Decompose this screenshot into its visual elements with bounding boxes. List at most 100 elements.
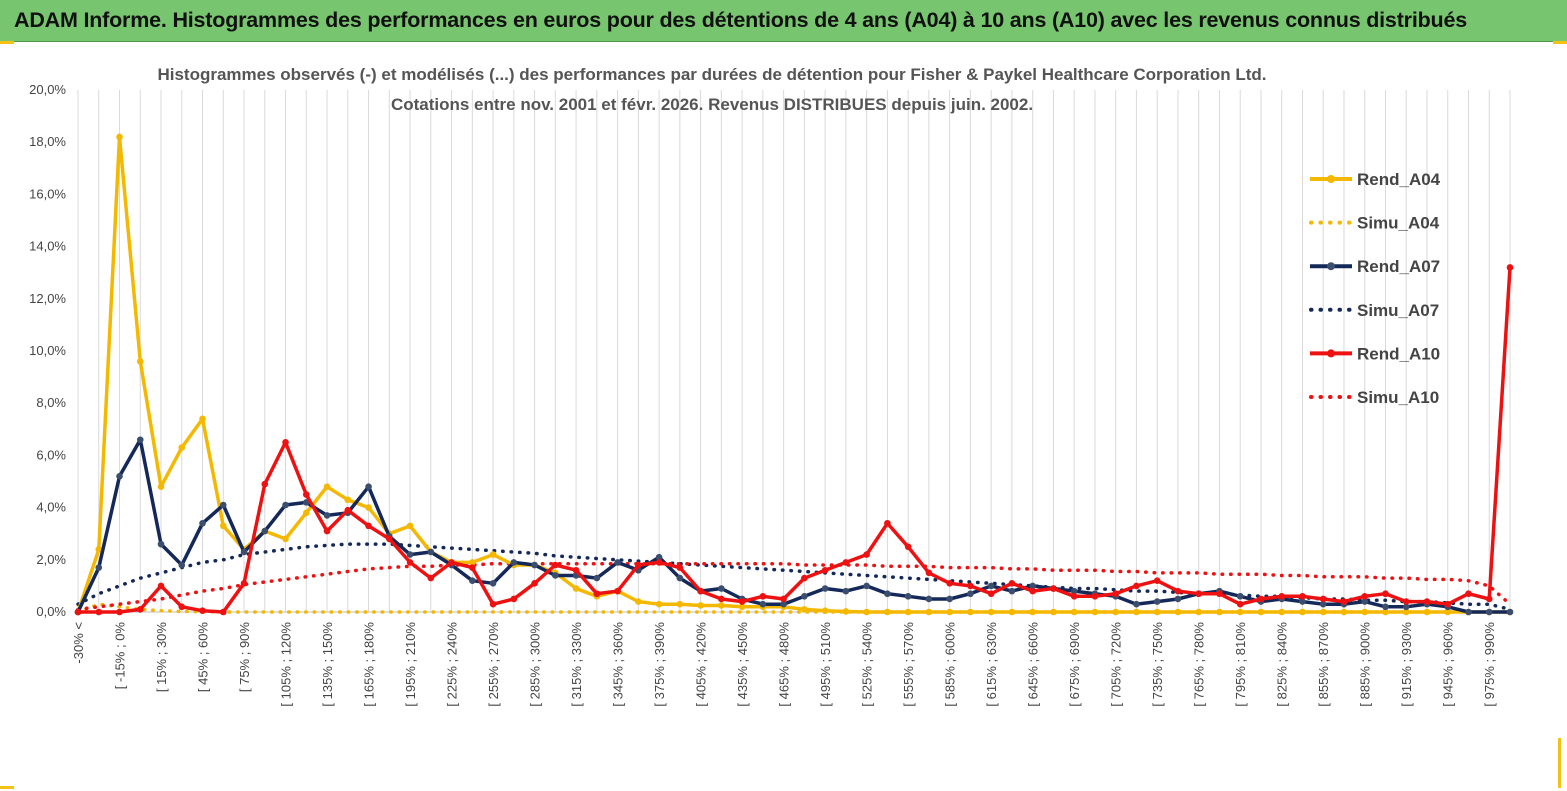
point-rend-a10 [1112,590,1119,598]
point-rend-a04 [572,585,580,592]
point-rend-a10 [1485,595,1493,603]
point-rend-a10 [1029,587,1036,595]
legend-label-rend-a10: Rend_A10 [1357,344,1440,363]
banner-title: ADAM Informe. Histogrammes des performan… [14,8,1467,32]
x-tick-label: [ 735% ; 750% [1150,622,1165,707]
point-rend-a04 [718,602,725,609]
point-rend-a07 [1382,603,1389,611]
x-tick-label: -30% < [71,622,86,664]
series-rend-a10 [74,264,1514,616]
point-rend-a10 [904,543,912,551]
point-rend-a10 [801,574,808,582]
point-rend-a10 [531,579,538,587]
point-rend-a10 [863,551,870,558]
x-tick-label: [ 345% ; 360% [611,622,626,707]
point-rend-a04 [1319,608,1327,616]
point-rend-a04 [904,608,912,616]
point-rend-a04 [987,608,995,616]
legend: Rend_A04 Simu_A04 Rend_A07 Simu_A07 Rend_A10… [1309,170,1441,407]
series-simu-a10 [76,561,1512,612]
point-rend-a07 [884,590,891,598]
point-rend-a10 [365,522,372,530]
point-rend-a04 [178,444,186,451]
point-rend-a10 [718,595,725,603]
x-tick-label: [ 405% ; 420% [694,622,709,707]
point-rend-a04 [1340,608,1348,616]
corner-accent-bl [0,786,14,789]
x-tick-label: [ 105% ; 120% [279,622,294,707]
point-rend-a10 [1236,600,1244,608]
point-rend-a10 [842,559,850,566]
x-tick-label: [ 15% ; 30% [154,622,169,693]
y-tick-label: 20,0% [29,82,66,97]
point-rend-a04 [1008,608,1016,616]
point-rend-a04 [344,496,352,504]
x-tick-label: [ 375% ; 390% [652,622,667,707]
point-rend-a10 [697,587,704,595]
corner-accent-br [1558,738,1561,788]
x-tick-label: [ 855% ; 870% [1316,622,1331,707]
x-tick-label: [ 975% ; 990% [1482,622,1497,707]
y-tick-label: 18,0% [29,134,66,149]
point-rend-a10 [655,559,663,566]
x-tick-label: [ 135% ; 150% [320,622,335,707]
y-tick-label: 6,0% [36,447,66,462]
y-tick-label: 14,0% [29,239,66,254]
x-tick-label: [ -15% ; 0% [113,622,128,690]
point-rend-a04 [1278,608,1286,616]
point-rend-a10 [821,566,829,574]
point-rend-a07 [406,551,414,558]
point-rend-a10 [1278,593,1286,600]
point-rend-a04 [1029,608,1036,616]
point-rend-a07 [531,561,538,569]
point-rend-a10 [1216,590,1223,598]
point-rend-a10 [323,527,331,535]
point-rend-a07 [718,585,725,592]
point-rend-a07 [510,559,518,566]
legend-marker-rend-a07 [1327,262,1335,271]
point-rend-a07 [842,587,850,595]
point-rend-a07 [593,574,601,582]
point-rend-a10 [738,598,746,605]
point-rend-a10 [1340,598,1348,605]
point-rend-a04 [925,608,933,616]
x-tick-label: [ 195% ; 210% [403,622,418,707]
x-tick-label: [ 255% ; 270% [486,622,501,707]
x-tick-label: [ 465% ; 480% [777,622,792,707]
point-rend-a10 [406,559,414,566]
point-rend-a04 [863,608,870,616]
x-tick-label: [ 885% ; 900% [1358,622,1373,707]
point-rend-a07 [1008,587,1016,595]
y-tick-label: 4,0% [36,500,66,515]
series-layer [74,133,1514,616]
series-line-simu-a10 [76,561,1512,612]
point-rend-a04 [1070,608,1078,616]
point-rend-a04 [1133,608,1140,616]
point-rend-a10 [95,608,103,616]
point-rend-a07 [219,501,227,509]
point-rend-a04 [1050,608,1057,616]
x-tick-label: [ 705% ; 720% [1109,622,1124,707]
point-rend-a04 [157,483,165,491]
point-rend-a07 [282,501,289,509]
point-rend-a10 [967,582,974,590]
point-rend-a04 [1361,608,1369,616]
point-rend-a10 [1091,593,1099,600]
y-tick-label: 16,0% [29,186,66,201]
point-rend-a10 [510,595,518,603]
point-rend-a10 [282,439,289,446]
y-tick-label: 8,0% [36,395,66,410]
series-line-rend-a04 [76,135,1510,614]
point-rend-a04 [676,600,684,608]
point-rend-a07 [1153,598,1161,605]
point-rend-a07 [199,519,206,527]
point-rend-a04 [199,415,206,423]
point-rend-a07 [95,564,103,571]
point-rend-a04 [1195,608,1202,616]
point-rend-a10 [1382,590,1389,598]
point-rend-a07 [365,483,372,491]
point-rend-a04 [1444,608,1452,616]
point-rend-a04 [1153,608,1161,616]
point-rend-a04 [1112,608,1119,616]
